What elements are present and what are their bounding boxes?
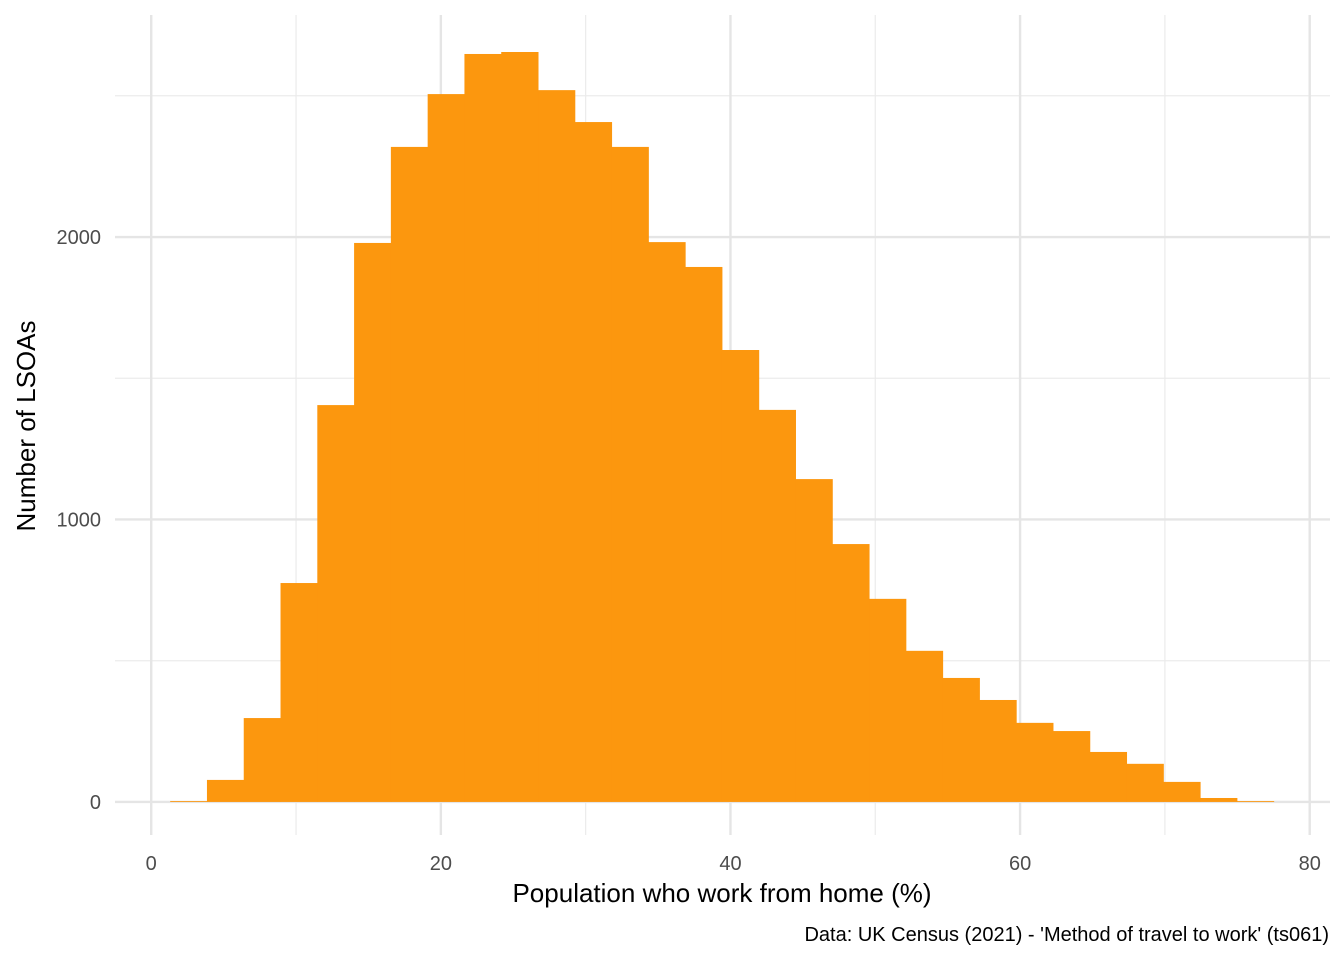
histogram-bar [979, 699, 1017, 802]
histogram-bar [170, 801, 208, 802]
histogram-bar [758, 409, 796, 802]
x-tick-label: 0 [146, 853, 157, 875]
x-tick-label: 60 [1009, 853, 1031, 875]
histogram-bar [317, 405, 355, 802]
histogram-bar [1163, 781, 1201, 802]
x-axis-ticks: 0 20 40 60 80 [146, 853, 1321, 875]
histogram-bar [685, 266, 723, 802]
histogram-bar [538, 90, 576, 802]
y-tick-label: 1000 [57, 509, 102, 531]
histogram-bar [721, 350, 760, 802]
histogram-bar [1126, 763, 1164, 802]
histogram-bar [611, 146, 649, 802]
histogram-bar [390, 146, 429, 802]
histogram-bar [574, 122, 613, 802]
histogram-bar [280, 583, 318, 802]
y-axis-ticks: 0 1000 2000 [57, 227, 102, 814]
histogram-bar [1052, 731, 1091, 802]
x-tick-label: 80 [1299, 853, 1321, 875]
histogram-bar [427, 94, 465, 802]
x-axis-label: Population who work from home (%) [512, 878, 931, 908]
x-tick-label: 40 [719, 853, 741, 875]
caption: Data: UK Census (2021) - 'Method of trav… [804, 924, 1329, 946]
bars [170, 52, 1275, 802]
histogram-bar [905, 650, 944, 802]
histogram-bar [1089, 751, 1128, 802]
histogram-bar [1236, 801, 1275, 802]
histogram-bar [1200, 797, 1238, 802]
y-tick-label: 2000 [57, 227, 102, 249]
x-tick-label: 20 [430, 853, 452, 875]
histogram-bar [832, 544, 870, 802]
histogram-bar [1016, 722, 1054, 802]
histogram-bar [464, 53, 502, 802]
histogram-bar [354, 242, 392, 802]
histogram-bar [243, 718, 282, 802]
histogram-bar [501, 52, 539, 802]
histogram-bar [206, 779, 245, 802]
y-axis-label: Number of LSOAs [11, 321, 41, 532]
histogram-bar [795, 479, 833, 802]
histogram-bar [869, 598, 907, 802]
histogram-bar [942, 677, 980, 802]
y-tick-label: 0 [90, 792, 101, 814]
histogram-bar [648, 242, 686, 802]
